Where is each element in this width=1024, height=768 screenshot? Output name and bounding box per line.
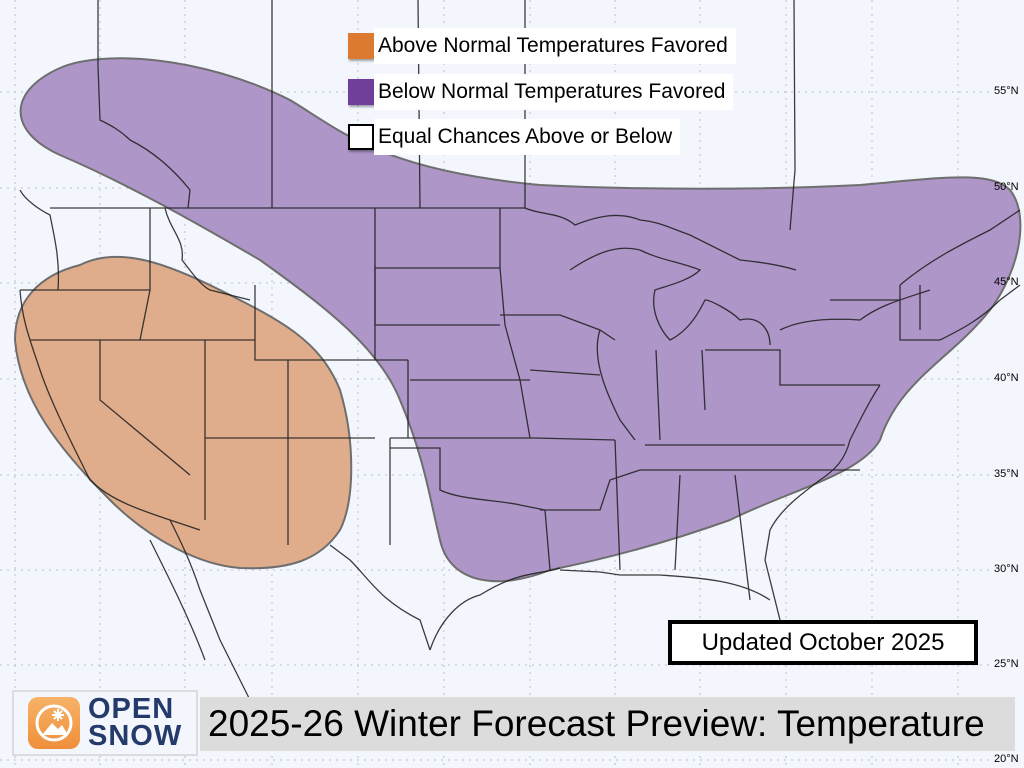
latitude-label: 30°N [994,563,1019,575]
opensnow-logo: OPEN SNOW [12,690,198,756]
latitude-label: 40°N [994,372,1019,384]
above-normal-swatch [348,33,374,59]
latitude-label: 20°N [994,753,1019,765]
map-title: 2025-26 Winter Forecast Preview: Tempera… [208,703,985,744]
latitude-label: 45°N [994,276,1019,288]
latitude-label: 25°N [994,658,1019,670]
brand-line2: SNOW [88,720,183,752]
updated-date-box: Updated October 2025 [668,620,978,665]
latitude-label: 35°N [994,468,1019,480]
latitude-label: 50°N [994,181,1019,193]
legend-label: Equal Chances Above or Below [374,119,681,155]
legend-item-below-normal: Below Normal Temperatures Favored [348,74,734,110]
updated-date-text: Updated October 2025 [701,628,945,656]
legend-label: Above Normal Temperatures Favored [374,28,736,64]
legend-item-above-normal: Above Normal Temperatures Favored [348,28,736,64]
above-normal-region [13,255,353,570]
brand-name: OPEN SNOW [88,693,183,752]
legend-label: Below Normal Temperatures Favored [374,74,734,110]
below-normal-region [19,57,1022,583]
below-normal-swatch [348,79,374,105]
title-bar: 2025-26 Winter Forecast Preview: Tempera… [200,697,1015,751]
latitude-label: 55°N [994,85,1019,97]
legend-item-equal-chances: Equal Chances Above or Below [348,119,681,155]
equal-chances-swatch [348,124,374,150]
snowflake-mountain-icon [28,697,80,749]
brand-line1: OPEN [88,693,175,725]
